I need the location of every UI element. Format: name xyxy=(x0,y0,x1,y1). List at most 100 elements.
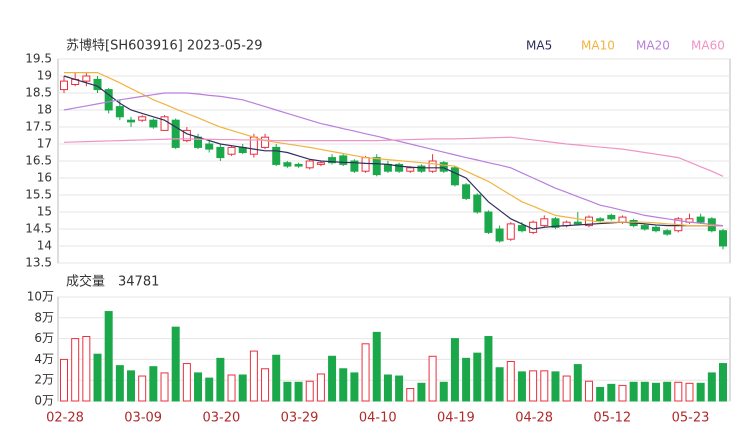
candle-body xyxy=(339,155,348,165)
y-tick-label: 17.5 xyxy=(25,120,52,134)
y-tick-label: 2万 xyxy=(34,373,54,387)
y-tick-label: 17 xyxy=(37,137,52,151)
y-tick-label: 4万 xyxy=(34,352,54,366)
candle-body xyxy=(495,228,504,242)
y-tick-label: 14.5 xyxy=(25,222,52,236)
candle-body xyxy=(473,194,482,213)
volume-frame xyxy=(57,296,731,402)
volume-bar xyxy=(294,381,303,402)
x-tick-label: 04-19 xyxy=(437,411,475,426)
volume-bar xyxy=(216,357,225,402)
y-tick-label: 19.5 xyxy=(25,52,52,66)
volume-bar xyxy=(685,382,694,402)
volume-bar xyxy=(115,365,124,402)
candle-body xyxy=(618,216,627,223)
candle-body xyxy=(450,167,459,186)
volume-bar xyxy=(395,375,404,402)
volume-bar xyxy=(629,381,638,402)
volume-bar xyxy=(372,331,381,402)
volume-bar xyxy=(417,382,426,402)
volume-bar xyxy=(450,338,459,402)
candle-body xyxy=(216,146,225,159)
volume-bar xyxy=(540,370,549,402)
volume-bar xyxy=(316,373,325,402)
volume-bar xyxy=(484,336,493,402)
volume-bar xyxy=(194,372,203,402)
ma-line xyxy=(63,92,724,227)
candle-body xyxy=(696,216,705,223)
candle-body xyxy=(205,143,214,150)
volume-bar xyxy=(573,364,582,402)
volume-bar xyxy=(473,352,482,402)
y-tick-label: 14 xyxy=(37,239,52,253)
volume-bar xyxy=(428,355,437,402)
y-tick-label: 15 xyxy=(37,205,52,219)
volume-bar xyxy=(707,372,716,402)
x-tick-label: 05-23 xyxy=(672,411,710,426)
volume-bar xyxy=(383,374,392,402)
candle-body xyxy=(127,119,136,123)
candle-body xyxy=(395,163,404,172)
volume-bar xyxy=(495,367,504,402)
volume-bar xyxy=(138,375,147,402)
y-tick-label: 13.5 xyxy=(25,256,52,270)
volume-bar xyxy=(328,355,337,402)
candle-body xyxy=(428,160,437,172)
candle-body xyxy=(383,163,392,172)
volume-bar xyxy=(517,371,526,402)
y-tick-label: 16 xyxy=(37,171,52,185)
volume-bar xyxy=(261,368,270,402)
volume-bar xyxy=(249,350,258,402)
candle-body xyxy=(573,221,582,225)
candle-body xyxy=(149,119,158,128)
candle-body xyxy=(406,167,415,172)
volume-bar xyxy=(562,375,571,402)
candle-body xyxy=(294,163,303,167)
candle-body xyxy=(719,230,727,247)
chart-title: 苏博特[SH603916] 2023-05-29 xyxy=(66,38,262,54)
volume-bar xyxy=(462,357,471,402)
candle-body xyxy=(596,218,605,222)
candle-body xyxy=(82,75,91,82)
y-tick-label: 18.5 xyxy=(25,86,52,100)
y-tick-label: 6万 xyxy=(34,331,54,345)
x-tick-label: 04-28 xyxy=(515,411,553,426)
ma-line xyxy=(63,136,724,177)
volume-bar xyxy=(127,370,136,402)
candle-body xyxy=(115,106,124,118)
candle-body xyxy=(305,160,314,169)
volume-bar xyxy=(71,338,80,402)
legend-label: MA60 xyxy=(691,39,725,53)
volume-bar xyxy=(719,363,727,402)
volume-bar xyxy=(596,386,605,402)
y-tick-label: 18 xyxy=(37,103,52,117)
legend-label: MA5 xyxy=(526,39,552,53)
candle-body xyxy=(60,80,68,91)
x-tick-label: 02-28 xyxy=(46,411,84,426)
volume-bar xyxy=(205,377,214,402)
candle-body xyxy=(350,160,359,172)
candle-body xyxy=(651,226,660,232)
volume-bar xyxy=(618,384,627,402)
candle-body xyxy=(506,223,515,240)
volume-bar xyxy=(238,374,247,402)
y-tick-label: 10万 xyxy=(27,290,54,304)
volume-bar xyxy=(104,311,113,402)
candle-body xyxy=(138,116,147,121)
candle-body xyxy=(417,165,426,172)
volume-bar xyxy=(529,370,538,402)
x-tick-label: 03-29 xyxy=(281,411,319,426)
x-tick-label: 03-20 xyxy=(202,411,240,426)
volume-bar xyxy=(82,336,91,402)
volume-bar xyxy=(272,354,281,402)
volume-bar xyxy=(283,381,292,402)
x-tick-label: 03-09 xyxy=(124,411,162,426)
volume-bar xyxy=(651,382,660,402)
legend-label: MA10 xyxy=(581,39,615,53)
volume-bar xyxy=(551,371,560,402)
candle-body xyxy=(283,162,292,167)
volume-bar xyxy=(149,366,158,402)
volume-bar xyxy=(607,383,616,402)
volume-bar xyxy=(439,381,448,402)
candle-body xyxy=(104,89,113,111)
